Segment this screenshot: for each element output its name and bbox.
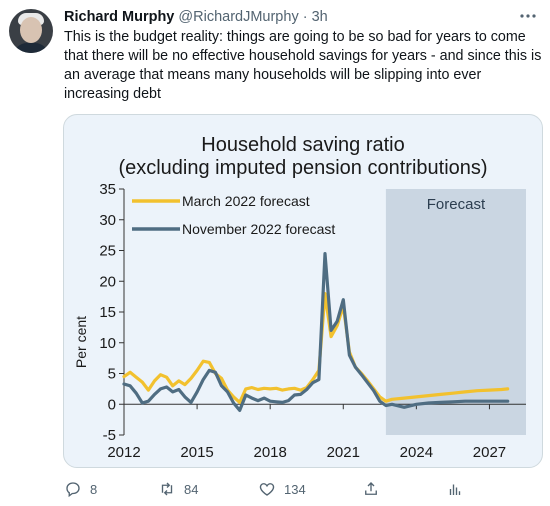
x-tick-label: 2027	[473, 444, 506, 461]
avatar-shirt	[13, 43, 49, 53]
retweet-count: 84	[184, 481, 199, 497]
chart-title-line2: (excluding imputed pension contributions…	[118, 157, 487, 179]
tweet-text: This is the budget reality: things are g…	[64, 29, 542, 102]
y-tick-label: 0	[108, 396, 116, 413]
avatar[interactable]	[9, 9, 53, 53]
y-tick-label: 35	[99, 181, 116, 198]
x-tick-label: 2018	[253, 444, 286, 461]
y-tick-label: 30	[99, 212, 116, 229]
tweet-header: Richard Murphy @RichardJMurphy · 3h	[64, 8, 328, 26]
author-handle[interactable]: @RichardJMurphy	[178, 9, 299, 25]
like-icon	[259, 483, 275, 496]
retweet-button[interactable]: 84	[158, 478, 198, 500]
chart-title-line1: Household saving ratio	[201, 134, 404, 156]
more-horizontal-icon[interactable]	[518, 6, 538, 31]
like-button[interactable]: 134	[258, 478, 306, 500]
x-tick-label: 2015	[180, 444, 213, 461]
y-tick-label: 25	[99, 243, 116, 260]
y-tick-label: 5	[108, 366, 116, 383]
series-line-0	[122, 292, 510, 404]
reply-count: 8	[90, 481, 98, 497]
x-tick-label: 2024	[400, 444, 433, 461]
series-line-1	[122, 252, 510, 412]
share-button[interactable]	[362, 478, 388, 500]
avatar-face	[20, 17, 42, 43]
reply-icon	[66, 482, 80, 498]
y-tick-label: 10	[99, 335, 116, 352]
x-tick-label: 2012	[107, 444, 140, 461]
header-separator: ·	[302, 9, 308, 25]
analytics-button[interactable]	[446, 478, 472, 500]
tweet-time[interactable]: 3h	[311, 9, 328, 25]
analytics-icon	[449, 484, 461, 495]
share-icon	[365, 482, 377, 495]
y-axis-title: Per cent	[73, 316, 89, 368]
y-tick-label: -5	[103, 427, 116, 444]
y-tick-label: 15	[99, 304, 116, 321]
legend-label-1: November 2022 forecast	[182, 221, 335, 237]
retweet-icon	[161, 482, 173, 496]
chart-svg: Household saving ratio (excluding impute…	[73, 134, 526, 461]
legend-label-0: March 2022 forecast	[182, 193, 310, 209]
x-tick-label: 2021	[327, 444, 360, 461]
action-bar: 8 84 134	[0, 478, 550, 500]
y-tick-label: 20	[99, 273, 116, 290]
forecast-label: Forecast	[427, 196, 486, 213]
reply-button[interactable]: 8	[64, 478, 97, 500]
like-count: 134	[284, 481, 306, 497]
author-name[interactable]: Richard Murphy	[64, 9, 175, 25]
tweet-media-chart[interactable]: Household saving ratio (excluding impute…	[63, 114, 543, 468]
